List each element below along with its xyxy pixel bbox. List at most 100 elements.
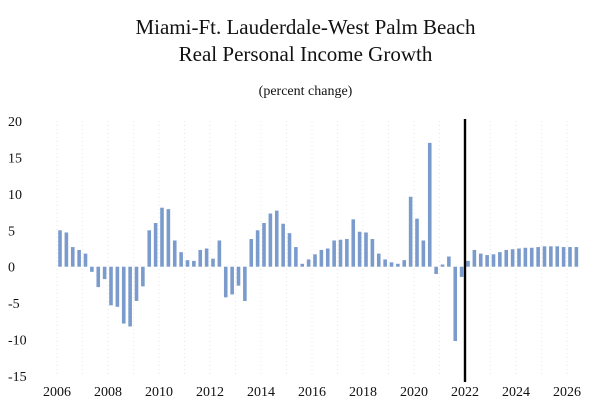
bar (459, 266, 464, 277)
bar (306, 259, 311, 267)
bar (466, 260, 470, 267)
bar (447, 256, 451, 267)
bar (555, 246, 560, 267)
y-tick-label: 5 (8, 224, 15, 239)
bar (77, 249, 81, 267)
bar (364, 232, 368, 267)
bar (440, 264, 445, 267)
x-tick-label: 2014 (247, 385, 275, 400)
bar (128, 266, 132, 327)
bar (300, 263, 305, 267)
bar (485, 255, 489, 267)
bar (536, 247, 540, 267)
x-tick-label: 2006 (43, 385, 71, 400)
bar (211, 258, 215, 267)
bar (325, 248, 330, 267)
bar (268, 213, 273, 267)
bar (160, 207, 164, 267)
bar (561, 247, 566, 267)
chart-subtitle: (percent change) (258, 84, 353, 99)
bar (345, 239, 349, 267)
y-tick-label: 10 (8, 188, 22, 203)
y-tick-label: 20 (8, 115, 22, 130)
x-tick-label: 2010 (145, 385, 173, 400)
x-tick-label: 2022 (451, 385, 479, 400)
bar (287, 233, 292, 267)
bar (434, 266, 438, 274)
bar (498, 252, 502, 267)
bar (70, 247, 75, 267)
bar (96, 266, 101, 288)
bar (376, 253, 381, 267)
bar (510, 249, 515, 267)
bar (262, 223, 266, 267)
bar (255, 230, 260, 267)
bar (121, 266, 126, 324)
bar (389, 262, 394, 267)
bar (491, 254, 496, 267)
bar (504, 249, 509, 267)
bar (529, 247, 534, 267)
bar (198, 249, 203, 267)
bar (192, 260, 196, 267)
x-tick-label: 2012 (196, 385, 224, 400)
chart-title-line-2: Real Personal Income Growth (178, 42, 433, 66)
bar (90, 266, 94, 272)
bar (64, 232, 69, 267)
bar (415, 218, 419, 267)
x-tick-label: 2024 (502, 385, 530, 400)
bar (217, 240, 222, 267)
bar (472, 249, 477, 267)
bar (542, 246, 547, 267)
chart-title-line-1: Miami-Ft. Lauderdale-West Palm Beach (135, 15, 476, 39)
bar (294, 247, 298, 267)
bar (517, 248, 521, 267)
bar (319, 249, 324, 267)
bar (58, 230, 62, 267)
y-tick-label: -5 (8, 297, 20, 312)
bar (153, 223, 158, 267)
bar (478, 253, 483, 267)
bar (223, 266, 228, 298)
bar (141, 266, 145, 287)
bar (134, 266, 139, 301)
bar (549, 246, 553, 267)
bar (109, 266, 113, 306)
bar (179, 252, 183, 267)
bar (115, 266, 120, 307)
bar (236, 266, 241, 286)
bar (338, 239, 343, 267)
chart-title: Miami-Ft. Lauderdale-West Palm Beach Rea… (0, 14, 611, 68)
bar (249, 239, 254, 267)
bar (313, 254, 317, 267)
bar (185, 260, 190, 267)
bar (172, 240, 177, 267)
bar (453, 266, 458, 342)
y-tick-label: -15 (8, 370, 27, 385)
x-tick-label: 2020 (400, 385, 428, 400)
bar (204, 248, 209, 267)
bar (574, 247, 579, 267)
x-tick-label: 2026 (553, 385, 581, 400)
bar (281, 223, 285, 267)
bar (102, 266, 107, 280)
bar (383, 259, 387, 267)
bar (332, 240, 336, 267)
bar (243, 266, 247, 301)
bar (351, 219, 356, 267)
bar (166, 209, 171, 267)
bar (568, 247, 572, 267)
y-tick-label: -10 (8, 334, 27, 349)
bar (396, 263, 400, 267)
x-tick-label: 2018 (349, 385, 377, 400)
bar (421, 240, 426, 267)
y-tick-label: 0 (8, 261, 15, 276)
bar (408, 196, 413, 267)
y-tick-label: 15 (8, 151, 22, 166)
x-tick-label: 2016 (298, 385, 326, 400)
bar (370, 239, 375, 267)
bar (230, 266, 234, 295)
bar (357, 231, 362, 267)
bar (402, 260, 407, 267)
